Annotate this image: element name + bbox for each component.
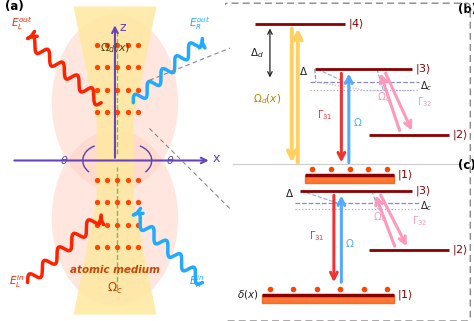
Text: $\Omega$: $\Omega$ <box>353 116 362 128</box>
Text: $E_L^{in}$: $E_L^{in}$ <box>9 273 25 290</box>
Text: z: z <box>119 21 126 34</box>
Text: $|2\rangle$: $|2\rangle$ <box>452 128 468 142</box>
Text: $\Omega$: $\Omega$ <box>346 237 355 249</box>
Ellipse shape <box>52 14 178 191</box>
Text: $\Gamma_{31}$: $\Gamma_{31}$ <box>309 230 325 243</box>
Text: $\Delta_d$: $\Delta_d$ <box>250 46 264 60</box>
Text: $\Omega_c$: $\Omega_c$ <box>373 211 387 224</box>
Text: (b): (b) <box>458 3 474 16</box>
Text: $|3\rangle$: $|3\rangle$ <box>415 184 431 198</box>
Text: x: x <box>213 152 220 165</box>
Text: $\Gamma_{32}$: $\Gamma_{32}$ <box>417 95 432 109</box>
Text: $E_L^{out}$: $E_L^{out}$ <box>11 15 33 32</box>
Text: atomic medium: atomic medium <box>70 265 160 275</box>
Text: $\delta(x)$: $\delta(x)$ <box>237 288 259 301</box>
Ellipse shape <box>52 130 178 307</box>
Text: $\Gamma_{31}$: $\Gamma_{31}$ <box>317 109 332 122</box>
Text: $|3\rangle$: $|3\rangle$ <box>415 62 431 76</box>
Text: $\Omega_d(x)$: $\Omega_d(x)$ <box>100 41 130 55</box>
Text: $E_R^{out}$: $E_R^{out}$ <box>189 15 210 32</box>
Text: $\Omega_c$: $\Omega_c$ <box>107 281 123 296</box>
Text: $\Omega_d(x)$: $\Omega_d(x)$ <box>253 93 281 106</box>
Text: $\Delta_c$: $\Delta_c$ <box>420 199 432 213</box>
Text: $\theta$: $\theta$ <box>60 154 69 167</box>
Text: $E_R^{in}$: $E_R^{in}$ <box>189 273 204 290</box>
Text: $|1\rangle$: $|1\rangle$ <box>397 288 413 302</box>
Text: $|1\rangle$: $|1\rangle$ <box>397 168 413 182</box>
Text: $\Omega_c$: $\Omega_c$ <box>377 90 391 104</box>
Text: $|2\rangle$: $|2\rangle$ <box>452 243 468 257</box>
Text: $\Delta$: $\Delta$ <box>300 65 309 77</box>
Text: $\Delta$: $\Delta$ <box>284 187 293 199</box>
Text: $|4\rangle$: $|4\rangle$ <box>347 17 364 31</box>
Text: $\Gamma_{32}$: $\Gamma_{32}$ <box>412 214 427 228</box>
Text: (c): (c) <box>458 159 474 171</box>
Text: $\Delta_c$: $\Delta_c$ <box>420 79 432 93</box>
Polygon shape <box>73 6 156 315</box>
Text: $\theta$: $\theta$ <box>166 154 174 167</box>
Text: (a): (a) <box>5 0 23 13</box>
